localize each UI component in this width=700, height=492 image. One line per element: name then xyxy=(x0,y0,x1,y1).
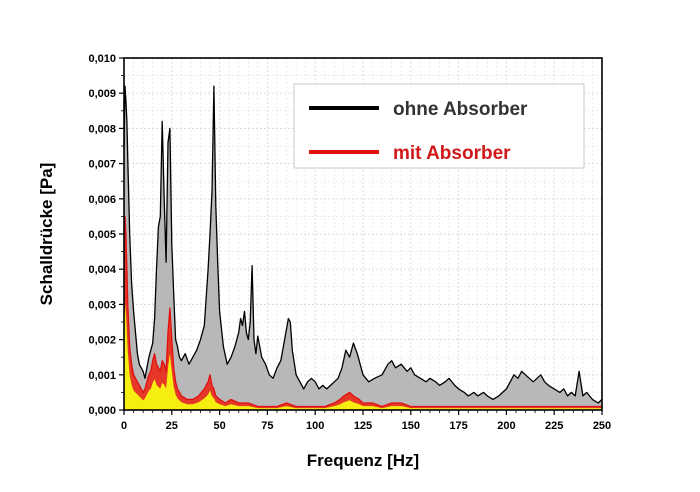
mit-absorber-red-area xyxy=(124,216,602,410)
ohne-absorber-fill-area xyxy=(124,86,602,410)
y-axis: 0,000 0,001 0,002 0,003 0,004 0,005 0,006 0,007… xyxy=(88,53,124,417)
y-tick-label: 0,010 xyxy=(88,53,116,65)
y-tick-label: 0,004 xyxy=(88,264,116,276)
y-tick-label: 0,006 xyxy=(88,194,116,206)
x-tick-label: 0 xyxy=(121,420,127,432)
y-tick-label: 0,000 xyxy=(88,405,116,417)
x-tick-label: 125 xyxy=(354,420,372,432)
series-line-mit-absorber xyxy=(123,215,602,408)
y-tick-label: 0,002 xyxy=(88,335,116,347)
series-line-ohne-absorber xyxy=(123,85,603,404)
y-tick-label: 0,007 xyxy=(88,159,116,171)
legend-label-mit-absorber: mit Absorber xyxy=(393,143,511,164)
x-tick-label: 175 xyxy=(449,420,467,432)
legend: ohne Absorber mit Absorber xyxy=(293,83,585,169)
x-tick-label: 100 xyxy=(306,420,324,432)
x-tick-label: 250 xyxy=(593,420,611,432)
x-tick-label: 25 xyxy=(166,420,178,432)
ohne-absorber-area xyxy=(124,86,602,410)
y-tick-label: 0,009 xyxy=(88,88,116,100)
mit-absorber-area-yellow xyxy=(124,303,602,410)
legend-label-ohne-absorber: ohne Absorber xyxy=(393,99,528,120)
x-axis-title: Frequenz [Hz] xyxy=(307,451,419,470)
x-tick-label: 75 xyxy=(261,420,273,432)
y-tick-label: 0,001 xyxy=(88,370,116,382)
y-tick-label: 0,005 xyxy=(88,229,116,241)
y-tick-label: 0,008 xyxy=(88,123,116,135)
x-axis: 0 25 50 75 100 125 150 175 200 225 250 xyxy=(121,410,611,432)
series-lines xyxy=(123,85,603,408)
x-tick-label: 50 xyxy=(213,420,225,432)
x-tick-label: 150 xyxy=(402,420,420,432)
x-tick-label: 200 xyxy=(497,420,515,432)
x-tick-label: 225 xyxy=(545,420,563,432)
y-axis-title: Schalldrücke [Pa] xyxy=(37,163,56,306)
y-tick-label: 0,003 xyxy=(88,299,116,311)
